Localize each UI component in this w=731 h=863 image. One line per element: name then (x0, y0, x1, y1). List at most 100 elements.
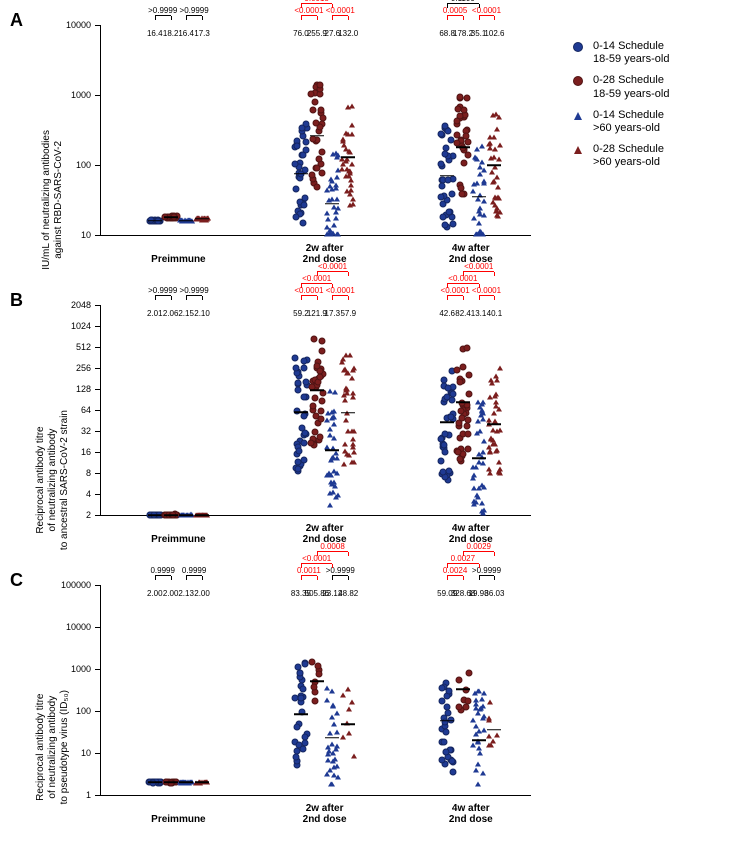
data-point (343, 387, 349, 392)
y-tick (95, 585, 101, 586)
data-point (308, 171, 315, 178)
data-point (492, 146, 498, 151)
panel-B: BReciprocal antibody titreof neutralizin… (10, 290, 721, 550)
data-point (328, 472, 334, 477)
data-point (474, 147, 480, 152)
data-point (294, 458, 301, 465)
median-line (487, 423, 501, 425)
data-point (308, 90, 315, 97)
data-point (487, 470, 493, 475)
comparison-bracket (301, 563, 332, 568)
data-point (444, 710, 451, 717)
y-axis-label-line: of neutralizing antibody (47, 690, 59, 804)
comparison-bracket (332, 575, 348, 580)
data-point (316, 155, 323, 162)
y-tick (95, 627, 101, 628)
data-point (331, 722, 337, 727)
y-axis-label-line: to pseudotype virus (ID₅₀) (59, 690, 71, 804)
comparison-bracket (155, 575, 171, 580)
data-point (441, 430, 448, 437)
comparison-bracket (317, 271, 348, 276)
data-point (438, 193, 445, 200)
data-point (463, 345, 470, 352)
data-point (302, 146, 309, 153)
data-point (301, 412, 308, 419)
data-point (487, 449, 493, 454)
median-line (472, 740, 486, 742)
x-group-label: Preimmune (151, 814, 205, 825)
median-line (341, 412, 355, 414)
y-tick-label: 4 (86, 489, 91, 499)
data-point (496, 196, 502, 201)
y-tick (95, 389, 101, 390)
data-point (351, 754, 357, 759)
data-point (293, 186, 300, 193)
data-point (314, 363, 321, 370)
data-point (438, 457, 445, 464)
data-point (350, 445, 356, 450)
y-tick-label: 256 (76, 363, 91, 373)
data-point (477, 164, 483, 169)
comparison-pvalue: 0.0008 (320, 542, 344, 551)
data-point (315, 663, 322, 670)
data-point (324, 188, 330, 193)
data-point (497, 428, 503, 433)
group-mean-label: 13.1 (471, 309, 487, 318)
data-point (350, 201, 356, 206)
data-point (486, 734, 492, 739)
data-point (479, 697, 485, 702)
data-point (493, 448, 499, 453)
comparison-bracket (447, 575, 463, 580)
data-point (300, 365, 307, 372)
y-tick-label: 8 (86, 468, 91, 478)
data-point (475, 419, 481, 424)
group-mean-label: 18.2 (163, 29, 179, 38)
data-point (332, 757, 338, 762)
data-point (496, 114, 502, 119)
y-tick-label: 512 (76, 342, 91, 352)
data-point (299, 425, 306, 432)
data-point (454, 132, 461, 139)
comparison-pvalue: 0.1100 (451, 0, 475, 3)
comparison-bracket (447, 563, 478, 568)
comparison-bracket (186, 575, 202, 580)
data-point (344, 371, 350, 376)
median-line (341, 156, 355, 158)
group-mean-label: 48.82 (338, 589, 358, 598)
median-line (164, 514, 178, 516)
data-point (496, 468, 502, 473)
y-tick (95, 305, 101, 306)
data-point (445, 688, 452, 695)
data-point (438, 756, 445, 763)
data-point (471, 502, 477, 507)
data-point (455, 704, 462, 711)
median-line (164, 216, 178, 218)
data-point (480, 417, 486, 422)
data-point (454, 366, 461, 373)
y-tick-label: 100000 (61, 580, 91, 590)
comparison-pvalue: >0.9999 (148, 286, 177, 295)
data-point (296, 448, 303, 455)
data-point (327, 432, 333, 437)
y-tick-label: 128 (76, 384, 91, 394)
data-point (292, 695, 299, 702)
y-axis-label-line: Reciprocal antibody titre (35, 690, 47, 804)
data-point (448, 190, 455, 197)
data-point (291, 160, 298, 167)
median-line (195, 782, 209, 784)
median-line (325, 449, 339, 451)
data-point (327, 502, 333, 507)
data-point (439, 468, 446, 475)
data-point (477, 232, 483, 237)
median-line (456, 402, 470, 404)
median-line (310, 135, 324, 137)
y-tick (95, 347, 101, 348)
data-point (455, 677, 462, 684)
group-mean-label: 2.00 (147, 589, 163, 598)
comparison-bracket (447, 15, 463, 20)
data-point (309, 402, 316, 409)
data-point (487, 134, 493, 139)
data-point (330, 702, 336, 707)
data-point (497, 366, 503, 371)
data-point (334, 232, 340, 237)
